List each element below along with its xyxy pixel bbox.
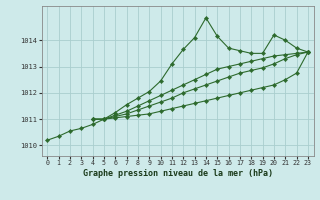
X-axis label: Graphe pression niveau de la mer (hPa): Graphe pression niveau de la mer (hPa) (83, 169, 273, 178)
